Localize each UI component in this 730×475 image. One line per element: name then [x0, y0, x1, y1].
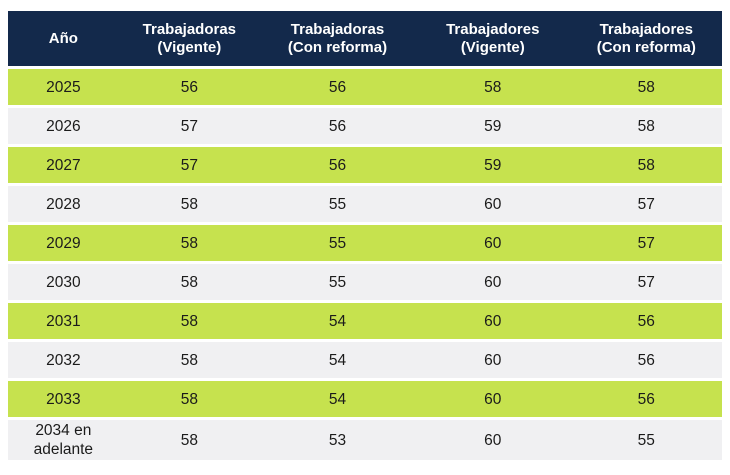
- value-cell: 55: [260, 186, 415, 222]
- header-row: Año Trabajadoras (Vigente) Trabajadoras …: [8, 11, 722, 66]
- year-cell: 2029: [8, 225, 119, 261]
- year-cell: 2028: [8, 186, 119, 222]
- year-cell: 2030: [8, 264, 119, 300]
- value-cell: 58: [118, 420, 261, 460]
- value-cell: 58: [118, 381, 261, 417]
- year-cell: 2032: [8, 342, 119, 378]
- value-cell: 55: [260, 264, 415, 300]
- table-header: Año Trabajadoras (Vigente) Trabajadoras …: [8, 11, 722, 66]
- value-cell: 57: [118, 147, 261, 183]
- value-cell: 55: [570, 420, 722, 460]
- value-cell: 56: [260, 108, 415, 144]
- value-cell: 60: [414, 303, 571, 339]
- header-label: Trabajadoras: [290, 20, 385, 38]
- value-cell: 56: [118, 69, 261, 105]
- value-cell: 53: [260, 420, 415, 460]
- value-cell: 58: [570, 147, 722, 183]
- value-cell: 56: [260, 147, 415, 183]
- column-header-trabajadores-vigente: Trabajadores (Vigente): [414, 11, 571, 66]
- year-cell: 2027: [8, 147, 119, 183]
- value-cell: 60: [414, 381, 571, 417]
- header-label: Trabajadores: [599, 20, 693, 38]
- column-header-ano: Año: [8, 11, 119, 66]
- column-header-trabajadoras-con-reforma: Trabajadoras (Con reforma): [260, 11, 415, 66]
- table-row: 2028 58 55 60 57: [8, 186, 722, 222]
- header-label: Trabajadores: [446, 20, 540, 38]
- value-cell: 55: [260, 225, 415, 261]
- table-row: 2032 58 54 60 56: [8, 342, 722, 378]
- value-cell: 58: [414, 69, 571, 105]
- value-cell: 58: [570, 69, 722, 105]
- value-cell: 58: [570, 108, 722, 144]
- year-cell: 2031: [8, 303, 119, 339]
- year-cell: 2034 en adelante: [8, 420, 119, 460]
- value-cell: 58: [118, 303, 261, 339]
- value-cell: 58: [118, 186, 261, 222]
- year-cell: 2026: [8, 108, 119, 144]
- table-row: 2026 57 56 59 58: [8, 108, 722, 144]
- column-header-trabajadores-con-reforma: Trabajadores (Con reforma): [570, 11, 722, 66]
- pension-age-table: Año Trabajadoras (Vigente) Trabajadoras …: [8, 8, 722, 463]
- header-sublabel: (Vigente): [460, 38, 525, 56]
- value-cell: 57: [570, 225, 722, 261]
- value-cell: 58: [118, 225, 261, 261]
- value-cell: 59: [414, 147, 571, 183]
- value-cell: 56: [260, 69, 415, 105]
- value-cell: 59: [414, 108, 571, 144]
- value-cell: 57: [570, 186, 722, 222]
- value-cell: 56: [570, 303, 722, 339]
- value-cell: 54: [260, 381, 415, 417]
- table-row: 2030 58 55 60 57: [8, 264, 722, 300]
- value-cell: 58: [118, 264, 261, 300]
- header-label: Trabajadoras: [142, 20, 237, 38]
- header-sublabel: (Con reforma): [287, 38, 388, 56]
- value-cell: 60: [414, 264, 571, 300]
- year-cell: 2033: [8, 381, 119, 417]
- year-cell: 2025: [8, 69, 119, 105]
- value-cell: 54: [260, 342, 415, 378]
- value-cell: 54: [260, 303, 415, 339]
- value-cell: 56: [570, 342, 722, 378]
- value-cell: 60: [414, 342, 571, 378]
- header-sublabel: (Vigente): [157, 38, 222, 56]
- table-row: 2034 en adelante 58 53 60 55: [8, 420, 722, 460]
- table-row: 2029 58 55 60 57: [8, 225, 722, 261]
- table-row: 2033 58 54 60 56: [8, 381, 722, 417]
- value-cell: 60: [414, 420, 571, 460]
- header-label: Año: [48, 29, 78, 47]
- value-cell: 60: [414, 225, 571, 261]
- value-cell: 57: [118, 108, 261, 144]
- value-cell: 57: [570, 264, 722, 300]
- table-row: 2027 57 56 59 58: [8, 147, 722, 183]
- header-sublabel: (Con reforma): [596, 38, 696, 56]
- table-row: 2031 58 54 60 56: [8, 303, 722, 339]
- value-cell: 56: [570, 381, 722, 417]
- table-row: 2025 56 56 58 58: [8, 69, 722, 105]
- value-cell: 58: [118, 342, 261, 378]
- value-cell: 60: [414, 186, 571, 222]
- column-header-trabajadoras-vigente: Trabajadoras (Vigente): [118, 11, 261, 66]
- table-body: 2025 56 56 58 58 2026 57 56 59 58 2027 5…: [8, 69, 722, 460]
